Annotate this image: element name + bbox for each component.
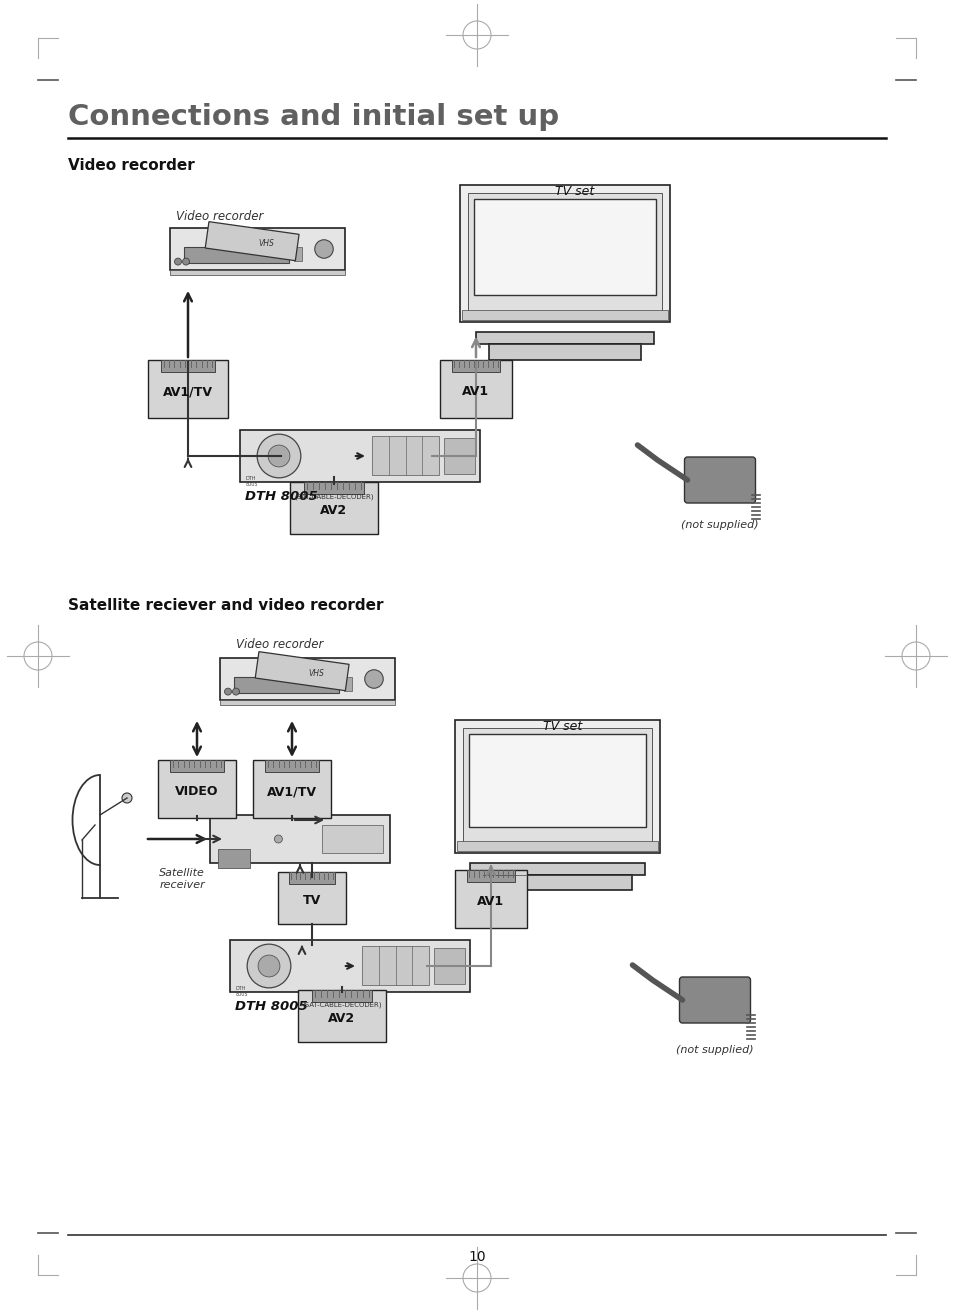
Text: Connections and initial set up: Connections and initial set up [68,102,558,131]
Bar [462,727,651,844]
Bar [476,331,654,344]
Text: VHS: VHS [308,670,324,679]
Circle shape [122,793,132,804]
Bar [344,678,352,691]
Bar [321,825,382,853]
Bar [468,193,661,314]
Text: DTH 8005: DTH 8005 [234,1001,308,1014]
Text: (not supplied): (not supplied) [680,520,758,530]
Bar [469,734,645,827]
Bar [253,760,331,818]
Bar [290,482,377,534]
Circle shape [174,259,181,265]
Bar [459,185,669,322]
Text: AV1/TV: AV1/TV [163,386,213,398]
Bar [171,760,223,772]
Text: (SAT-CABLE-DECODER): (SAT-CABLE-DECODER) [294,494,374,500]
Circle shape [224,688,232,695]
Circle shape [364,670,383,688]
Bar [210,815,390,863]
Bar [158,760,235,818]
Bar [220,700,395,705]
Bar [474,200,656,294]
Text: Satellite
receiver: Satellite receiver [159,868,205,890]
Text: Video recorder: Video recorder [236,638,323,651]
Bar [455,871,526,928]
Text: DTH
8005: DTH 8005 [235,986,248,997]
Bar [455,720,659,852]
Text: TV: TV [302,894,321,907]
Text: AV2: AV2 [320,504,347,517]
Text: (not supplied): (not supplied) [676,1045,753,1056]
Bar [161,360,215,372]
Bar [265,760,318,772]
FancyBboxPatch shape [679,977,750,1023]
Circle shape [233,688,239,695]
Text: VIDEO: VIDEO [175,785,218,798]
Bar [456,840,658,851]
Bar [451,360,500,372]
Circle shape [182,259,190,265]
Bar [255,651,349,691]
Bar [184,247,289,263]
Bar [312,990,372,1002]
Bar [443,437,475,474]
Bar [233,678,338,693]
Text: 10: 10 [468,1250,485,1264]
Bar [289,872,335,884]
Text: TV set: TV set [555,185,594,198]
Text: AV1: AV1 [476,895,504,909]
Bar [297,990,386,1043]
Text: (SAT-CABLE-DECODER): (SAT-CABLE-DECODER) [302,1002,381,1008]
Bar [218,848,250,868]
Circle shape [258,955,279,977]
Bar [461,310,667,319]
Text: AV1: AV1 [462,386,489,398]
Bar [434,948,465,985]
FancyBboxPatch shape [684,457,755,503]
Text: VHS: VHS [258,239,274,248]
Bar [489,344,640,360]
Circle shape [268,445,290,467]
Circle shape [274,835,282,843]
Bar [220,658,395,700]
Circle shape [257,435,300,478]
Text: Video recorder: Video recorder [176,210,263,223]
Text: Video recorder: Video recorder [68,158,194,173]
Bar [148,360,228,418]
Bar [361,947,429,985]
Bar [170,228,345,270]
Circle shape [314,240,333,259]
Text: AV1/TV: AV1/TV [267,785,316,798]
Text: Satellite reciever and video recorder: Satellite reciever and video recorder [68,597,383,613]
Bar [439,360,512,418]
Text: DTH 8005: DTH 8005 [245,490,317,503]
Text: TV set: TV set [542,720,581,733]
Bar [230,940,470,993]
Bar [170,270,345,274]
Bar [240,429,479,482]
Bar [304,482,363,494]
Bar [372,436,438,475]
Bar [483,874,631,890]
Text: AV2: AV2 [328,1012,355,1025]
Bar [470,863,644,874]
Bar [277,872,346,924]
Bar [466,871,515,882]
Text: DTH
8005: DTH 8005 [246,475,258,487]
Circle shape [247,944,291,987]
Bar [205,222,298,261]
Bar [294,247,302,261]
